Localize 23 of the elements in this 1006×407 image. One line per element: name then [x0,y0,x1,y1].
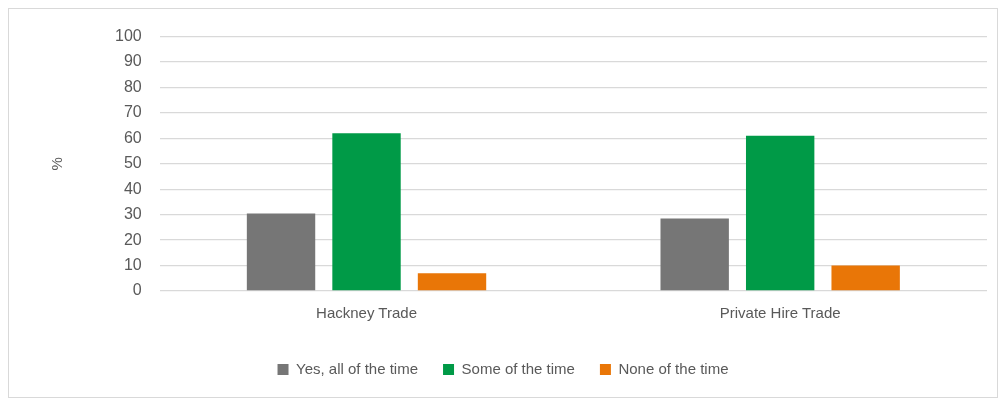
legend-label: Yes, all of the time [296,359,419,377]
bar [246,213,316,291]
bar [831,265,900,291]
y-tick-label: 60 [123,128,142,146]
y-tick-label: 90 [123,52,142,70]
y-tick-label: 30 [123,205,142,223]
legend-label: Some of the time [461,359,575,377]
y-tick-label: 100 [114,27,142,45]
bar [660,218,729,291]
y-tick-label: 20 [123,230,142,248]
legend-label: None of the time [618,359,729,377]
y-tick-label: 70 [123,103,142,121]
bar [417,273,487,291]
y-tick-label: 50 [123,154,142,172]
x-tick-label: Private Hire Trade [719,304,841,322]
y-tick-label: 0 [132,281,142,299]
x-tick-label: Hackney Trade [316,304,417,322]
y-tick-label: 40 [123,179,142,197]
bar [332,133,401,291]
y-axis-title: % [48,157,66,171]
y-tick-label: 10 [123,255,142,273]
y-tick-label: 80 [123,77,142,95]
bar [745,135,815,291]
